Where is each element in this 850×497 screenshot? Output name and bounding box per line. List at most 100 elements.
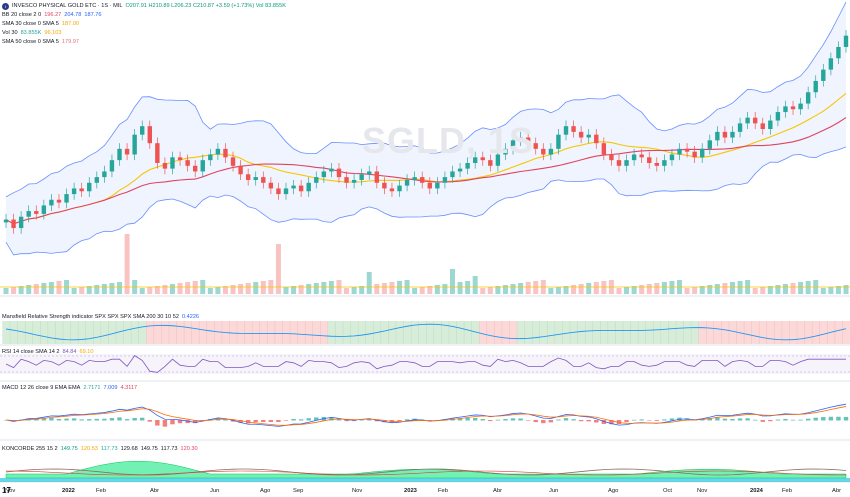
macd-histogram-bar [662,419,667,421]
macd-histogram-bar [41,418,47,421]
rsi-line [5,355,846,373]
candle-body [230,157,236,166]
candle [26,205,31,223]
legend-bb-name: BB 20 close 2 0 [2,12,42,18]
mansfield-zone [380,321,389,344]
macd-histogram-bar [571,419,576,421]
mansfield-zone [183,321,192,344]
macd-histogram-bar [548,420,554,423]
volume-bar [548,288,554,294]
candle-body [669,154,675,161]
volume-bar [397,281,403,294]
macd-histogram-bar [382,420,387,423]
macd-histogram-bar [518,418,523,421]
candle [684,143,690,158]
candle-body [692,151,697,158]
macd-histogram-bar [155,420,160,426]
legend-rsi[interactable]: RSI 14 close SMA 14 2 84.84 69.10 [2,349,94,356]
volume-bar [616,288,622,294]
mansfield-zone [17,321,26,344]
volume-bar [684,288,690,294]
legend-koncorde[interactable]: KONCORDE 255 15 2 149.75 120.53 117.73 1… [2,446,198,453]
macd-histogram-bar [722,418,728,421]
mansfield-zone [660,321,669,344]
koncorde-blue-area [0,478,850,482]
candle-body [351,179,357,183]
candle-body [215,148,221,155]
legend-sma50[interactable]: SMA 50 close 0 SMA 5 179.97 [2,39,79,46]
candle [344,171,349,189]
macd-histogram-bar [351,420,357,422]
macd-histogram-bar [397,420,402,422]
mansfield-zone [774,321,783,344]
legend-macd[interactable]: MACD 12 26 close 9 EMA EMA 2.7171 7.009 … [2,385,137,392]
candle [594,129,599,149]
legend-bb[interactable]: BB 20 close 2 0 196.27 204.78 187.76 [2,12,102,19]
candle [155,137,160,169]
candle [314,171,319,189]
macd-histogram-bar [730,418,735,421]
mansfield-zone [426,321,435,344]
mansfield-zone [2,321,11,344]
legend-sma30[interactable]: SMA 30 close 0 SMA 5 187.00 [2,21,79,28]
volume-bar [253,282,259,294]
volume-bar [169,284,175,294]
volume-bar [767,286,773,294]
candle [775,106,781,127]
candle-body [503,148,508,155]
candle-body [563,126,569,135]
volume-bar [321,282,327,294]
volume-bar [442,284,448,294]
macd-histogram-bar [510,418,516,421]
mansfield-zone [698,321,707,344]
candle-body [465,162,470,169]
candle-body [298,185,304,192]
koncorde-red-line [5,470,847,476]
candle [223,143,228,163]
volume-bar [230,285,236,294]
mansfield-zone [433,321,442,344]
candle [821,63,826,87]
candle-body [404,179,410,186]
candle-body [140,126,145,135]
candle-body [805,92,811,104]
mansfield-zone [418,321,427,344]
volume-bar [207,288,213,294]
mansfield-zone [501,321,510,344]
volume-bar [18,286,24,294]
candle-body [268,182,274,189]
mansfield-zone [615,321,624,344]
candle-body [616,160,622,166]
macd-histogram-bar [344,420,349,422]
candle [374,165,380,189]
candle-body [586,134,591,138]
candle-body [389,188,395,192]
mansfield-zone [516,321,525,344]
candle [397,179,402,197]
candle [548,143,554,161]
volume-bar [737,281,743,294]
volume-bar [495,286,501,294]
candle [616,154,622,172]
candle [586,129,591,144]
candle-body [843,35,849,47]
candle-body [94,177,100,183]
mansfield-zone [138,321,147,344]
macd-histogram-bar [586,420,591,422]
legend-volume[interactable]: Vol 30 83.855K 96.103 [2,30,62,37]
candle-body [102,171,107,178]
macd-histogram-bar [601,420,607,424]
time-axis-label: Feb [438,488,448,494]
candle [329,162,334,178]
legend-mansfield[interactable]: Mansfield Relative Strength indicator SP… [2,314,199,321]
symbol-header[interactable]: I INVESCO PHYSICAL GOLD ETC · 1S · MIL O… [2,3,286,10]
candle-body [147,126,152,144]
time-axis-label: Abr [493,488,503,494]
candle-body [647,157,652,163]
volume-bar [646,284,652,294]
symbol-title: INVESCO PHYSICAL GOLD ETC · 1S · MIL [12,3,123,9]
legend-mansfield-name: Mansfield Relative Strength indicator SP… [2,314,179,320]
mansfield-zone [524,321,533,344]
macd-histogram-bar [253,420,258,423]
